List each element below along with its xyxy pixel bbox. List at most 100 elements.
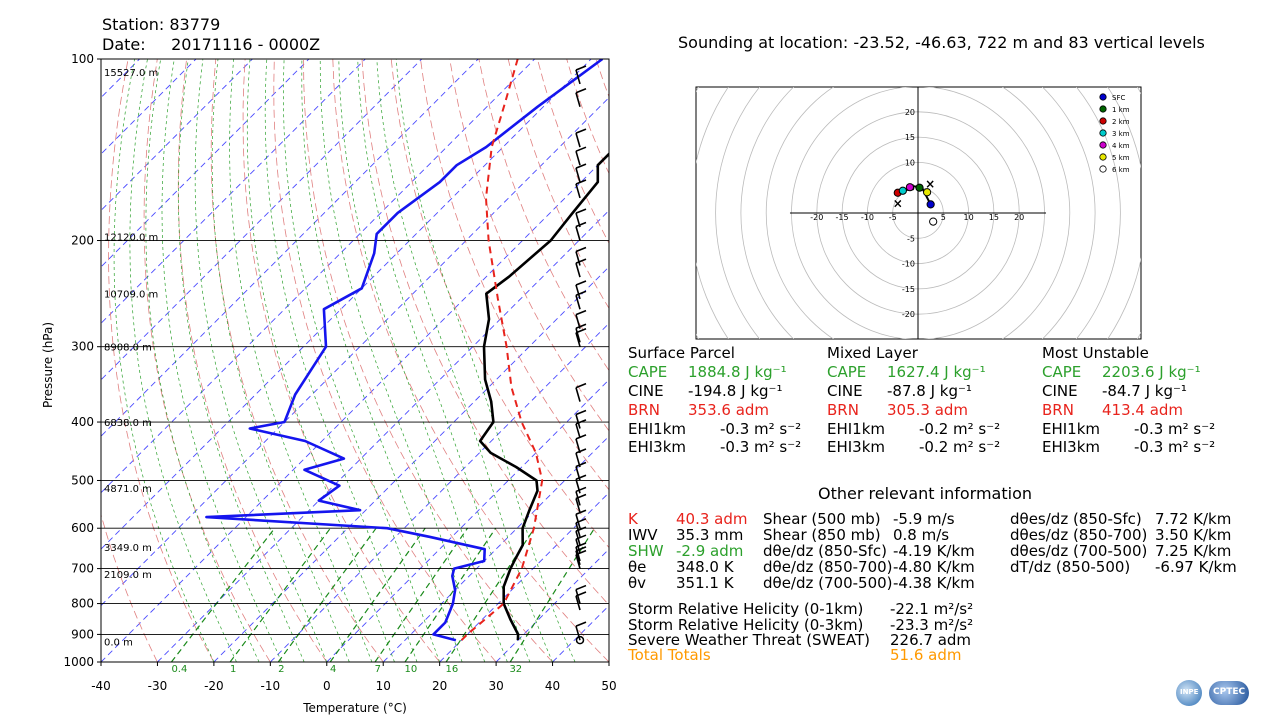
hodo-x-label: 15 [989, 213, 999, 222]
parcel-cine-label: CINE [1042, 382, 1078, 400]
x-tick-label: 20 [432, 679, 447, 693]
height-label: 0.0 m [104, 638, 133, 649]
isotherm [495, 548, 609, 662]
parcel-cine-label: CINE [827, 382, 863, 400]
moist-adiabat [178, 59, 305, 662]
parcel-brn-label: BRN [628, 401, 660, 419]
wind-barb [575, 323, 587, 343]
parcel-brn-value: 305.3 adm [887, 401, 969, 419]
info-value: 7.72 K/km [1155, 510, 1232, 528]
hodo-point [926, 200, 935, 209]
x-tick-label: 10 [376, 679, 391, 693]
wind-barb [575, 486, 587, 506]
mixing-ratio-label: 16 [446, 664, 459, 675]
x-tick-label: 40 [545, 679, 560, 693]
wind-barb [575, 584, 587, 604]
parcel-title: Mixed Layer [827, 344, 918, 362]
legend-marker [1099, 117, 1107, 125]
info-label: dθes/dz (850-700) [1010, 526, 1148, 544]
info-value: -4.19 K/km [893, 542, 975, 560]
dry-adiabat [361, 59, 609, 606]
series-temperature [478, 152, 609, 641]
mixing-ratio-label: 4 [330, 664, 336, 675]
parcel-brn-value: 353.6 adm [688, 401, 770, 419]
hodo-ring [765, 87, 1071, 339]
station-value: 83779 [169, 15, 221, 34]
parcel-ehi1-label: EHI1km [628, 420, 687, 438]
isotherm [270, 322, 609, 662]
parcel-brn-label: BRN [827, 401, 859, 419]
parcel-cine-value: -84.7 J kg⁻¹ [1102, 382, 1187, 400]
parcel-ehi1-value: -0.3 m² s⁻² [1134, 420, 1216, 438]
hodo-point [929, 217, 938, 226]
parcel-ehi3-value: -0.3 m² s⁻² [720, 438, 802, 456]
legend-label: 2 km [1112, 118, 1130, 126]
legend-label: 6 km [1112, 166, 1130, 174]
isotherm [101, 59, 253, 212]
mixing-ratio-label: 32 [509, 664, 522, 675]
y-axis-label: Pressure (hPa) [41, 322, 55, 408]
mixing-ratio-label: 10 [405, 664, 418, 675]
info-value: -23.3 m²/s² [890, 616, 974, 634]
x-tick-label: -10 [261, 679, 281, 693]
mixing-ratio-line [374, 527, 468, 662]
legend-label: 4 km [1112, 142, 1130, 150]
legend-label: 3 km [1112, 130, 1130, 138]
hodograph-area [696, 87, 1141, 339]
moist-adiabat [113, 59, 215, 662]
parcel-ehi3-label: EHI3km [1042, 438, 1101, 456]
parcel-cape-label: CAPE [628, 363, 668, 381]
y-tick-label: 700 [71, 562, 94, 576]
legend-marker [1099, 93, 1107, 101]
x-tick-label: 0 [323, 679, 331, 693]
info-value: 51.6 adm [890, 646, 962, 664]
isotherm [101, 59, 535, 494]
moist-adiabat [129, 59, 237, 662]
parcel-ehi1-value: -0.2 m² s⁻² [919, 420, 1001, 438]
parcel-ehi1-label: EHI1km [1042, 420, 1101, 438]
hodo-x-label: 5 [941, 213, 946, 222]
y-tick-label: 300 [71, 340, 94, 354]
dry-adiabat [303, 59, 553, 662]
hodo-y-label: -5 [907, 234, 915, 243]
isotherm [326, 379, 609, 662]
wind-barb [575, 128, 587, 148]
info-label: Storm Relative Helicity (0-3km) [628, 616, 864, 634]
height-label: 2109.0 m [104, 570, 152, 581]
moist-adiabat [194, 59, 328, 662]
hodo-point [905, 183, 915, 192]
info-label: dθes/dz (850-Sfc) [1010, 510, 1142, 528]
info-value: 40.3 adm [676, 510, 748, 528]
isotherm [213, 266, 609, 662]
legend-marker [1099, 165, 1107, 173]
parcel-title: Most Unstable [1042, 344, 1149, 362]
mixing-ratio-line [329, 527, 426, 662]
wind-barb [575, 309, 587, 329]
info-label: θv [628, 574, 647, 592]
wind-barb [575, 382, 587, 402]
info-value: 351.1 K [676, 574, 734, 592]
y-tick-label: 200 [71, 234, 94, 248]
mixing-ratio-label: 2 [278, 664, 284, 675]
legend-label: SFC [1112, 94, 1125, 102]
info-value: 7.25 K/km [1155, 542, 1232, 560]
isotherm [101, 96, 609, 607]
info-label: Storm Relative Helicity (0-1km) [628, 600, 864, 618]
wind-barb [575, 409, 587, 429]
info-value: -6.97 K/km [1155, 558, 1237, 576]
y-tick-label: 900 [71, 627, 94, 641]
parcel-brn-label: BRN [1042, 401, 1074, 419]
info-label: dθe/dz (850-700) [763, 558, 893, 576]
hodo-point [915, 183, 924, 192]
info-value: 348.0 K [676, 558, 734, 576]
dry-adiabat [177, 59, 328, 662]
info-label: Shear (850 mb) [763, 526, 881, 544]
legend-label: 1 km [1112, 106, 1130, 114]
moist-adiabat [319, 59, 486, 662]
wind-barb [575, 246, 587, 266]
x-tick-label: -40 [91, 679, 111, 693]
wind-barb [575, 221, 587, 241]
wind-barb [575, 208, 587, 228]
info-label: Shear (500 mb) [763, 510, 881, 528]
